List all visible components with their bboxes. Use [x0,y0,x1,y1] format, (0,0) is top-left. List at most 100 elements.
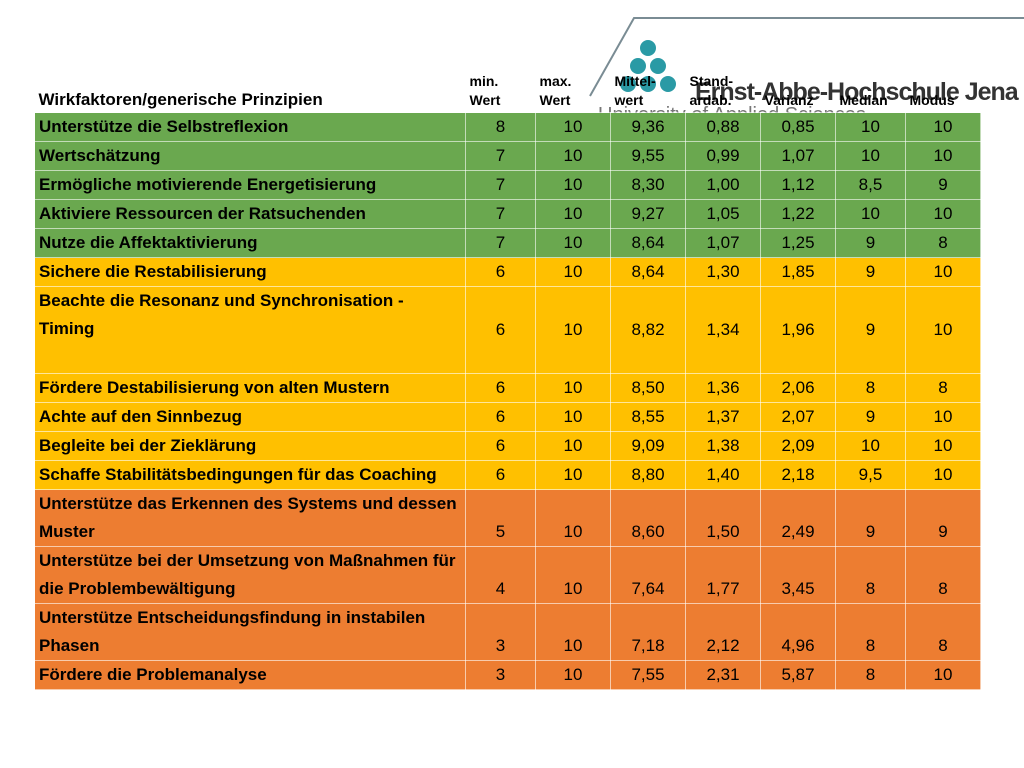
column-header: min. Wert [469,73,501,108]
value-cell: 1,96 [760,286,836,374]
value-cell: 10 [905,141,981,171]
value-cell: 2,49 [760,489,836,547]
table-row: Begleite bei der Zieklärung 6 10 9,09 1,38 2,… [34,431,981,461]
table-row: Beachte die Resonanz und Synchronisation… [34,286,981,374]
table-row: Achte auf den Sinnbezug 6 10 8,55 1,37 2,07 9 1… [34,402,981,432]
value-cell: 1,22 [760,199,836,229]
value-cell: 10 [535,112,611,142]
value-cell: 10 [535,228,611,258]
table-row: Ermögliche motivierende Energetisierung 7… [34,170,981,200]
value-cell: 10 [905,460,981,490]
value-cell: 8,5 [835,170,906,200]
value-cell: 8 [905,546,981,604]
value-cell: 10 [905,112,981,142]
value-cell: 1,07 [685,228,761,258]
value-cell: 1,50 [685,489,761,547]
value-cell: 10 [535,286,611,374]
table-row: Aktiviere Ressourcen der Ratsuchenden 7 10… [34,199,981,229]
table-row: Unterstütze Entscheidungsfindung in inst… [34,603,981,661]
value-cell: 10 [905,431,981,461]
value-cell: 1,34 [685,286,761,374]
value-cell: 10 [835,199,906,229]
value-cell: 9 [835,257,906,287]
table-row: Unterstütze das Erkennen des Systems und… [34,489,981,547]
value-cell: 10 [905,257,981,287]
value-cell: 1,40 [685,460,761,490]
value-cell: 1,85 [760,257,836,287]
column-header: Median [839,92,888,108]
value-cell: 9 [835,402,906,432]
value-cell: 8,55 [610,402,686,432]
value-cell: 2,09 [760,431,836,461]
value-cell: 9 [835,228,906,258]
value-cell: 10 [905,402,981,432]
value-cell: 10 [535,431,611,461]
value-cell: 6 [465,460,536,490]
value-cell: 8 [905,228,981,258]
value-cell: 10 [905,660,981,690]
label-cell: Beachte die Resonanz und Synchronisation… [34,286,466,374]
value-cell: 1,12 [760,170,836,200]
label-cell: Unterstütze bei der Umsetzung von Maßnah… [34,546,466,604]
value-cell: 9,27 [610,199,686,229]
value-cell: 7 [465,228,536,258]
value-cell: 0,85 [760,112,836,142]
value-cell: 8,50 [610,373,686,403]
value-cell: 10 [535,460,611,490]
value-cell: 3 [465,660,536,690]
value-cell: 8 [835,660,906,690]
value-cell: 10 [535,141,611,171]
logo-name: Ernst-Abbe-Hochschule Jena [695,78,1019,106]
label-cell: Aktiviere Ressourcen der Ratsuchenden [34,199,466,229]
value-cell: 8,64 [610,257,686,287]
column-header: Wirkfaktoren/generische Prinzipien [38,90,323,109]
column-header: Stand- ardab. [689,73,734,108]
value-cell: 8,82 [610,286,686,374]
value-cell: 1,05 [685,199,761,229]
column-header: max. Wert [539,73,572,108]
value-cell: 9,5 [835,460,906,490]
label-cell: Begleite bei der Zieklärung [34,431,466,461]
value-cell: 5 [465,489,536,547]
value-cell: 1,07 [760,141,836,171]
value-cell: 10 [835,141,906,171]
value-cell: 7 [465,199,536,229]
value-cell: 10 [835,431,906,461]
value-cell: 7,55 [610,660,686,690]
value-cell: 10 [835,112,906,142]
value-cell: 1,36 [685,373,761,403]
value-cell: 2,12 [685,603,761,661]
value-cell: 8 [835,546,906,604]
value-cell: 4,96 [760,603,836,661]
label-cell: Fördere die Problemanalyse [34,660,466,690]
value-cell: 2,18 [760,460,836,490]
table-row: Nutze die Affektaktivierung 7 10 8,64 1,07 1,… [34,228,981,258]
value-cell: 7 [465,141,536,171]
value-cell: 10 [535,373,611,403]
value-cell: 8,30 [610,170,686,200]
value-cell: 9 [835,286,906,374]
value-cell: 6 [465,373,536,403]
label-cell: Wertschätzung [34,141,466,171]
value-cell: 5,87 [760,660,836,690]
value-cell: 8 [835,373,906,403]
value-cell: 0,88 [685,112,761,142]
value-cell: 7 [465,170,536,200]
table-row: Fördere die Problemanalyse 3 10 7,55 2,31 5,8… [34,660,981,690]
value-cell: 1,25 [760,228,836,258]
table-row: Unterstütze bei der Umsetzung von Maßnah… [34,546,981,604]
value-cell: 8,60 [610,489,686,547]
label-cell: Nutze die Affektaktivierung [34,228,466,258]
value-cell: 0,99 [685,141,761,171]
column-header: Modus [909,92,955,108]
value-cell: 10 [535,660,611,690]
table-row: Wertschätzung 7 10 9,55 0,99 1,07 10 10 [34,141,981,171]
value-cell: 6 [465,402,536,432]
label-cell: Unterstütze Entscheidungsfindung in inst… [34,603,466,661]
value-cell: 9,36 [610,112,686,142]
label-cell: Ermögliche motivierende Energetisierung [34,170,466,200]
value-cell: 7,18 [610,603,686,661]
value-cell: 4 [465,546,536,604]
value-cell: 8 [835,603,906,661]
value-cell: 10 [535,257,611,287]
